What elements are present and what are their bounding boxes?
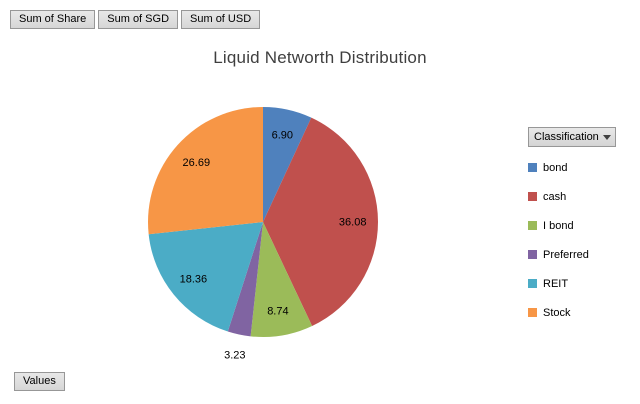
data-label-bond: 6.90 [272, 129, 293, 141]
pie-chart: 6.90 36.08 8.74 3.23 18.36 26.69 [123, 92, 403, 392]
classification-dropdown-label: Classification [534, 131, 599, 143]
legend-swatch-icon [528, 192, 537, 201]
pie-slice-i-bond[interactable] [250, 222, 313, 338]
legend-item-cash: cash [528, 190, 628, 203]
pivot-field-buttons: Sum of Share Sum of SGD Sum of USD [10, 10, 261, 29]
legend-swatch-icon [528, 308, 537, 317]
data-label-stock: 26.69 [183, 157, 211, 169]
legend-item-stock: Stock [528, 306, 628, 319]
legend-item-i-bond: I bond [528, 219, 628, 232]
legend-label: I bond [543, 219, 574, 232]
legend-swatch-icon [528, 279, 537, 288]
pie-slice-stock[interactable] [148, 107, 263, 235]
data-label-i-bond: 8.74 [267, 306, 288, 318]
pie-slice-bond[interactable] [263, 107, 312, 222]
data-label-cash: 36.08 [339, 217, 367, 229]
legend-item-reit: REIT [528, 277, 628, 290]
field-button-sum-of-usd[interactable]: Sum of USD [181, 10, 261, 29]
legend-label: Preferred [543, 248, 589, 261]
legend-label: cash [543, 190, 567, 203]
classification-dropdown-button[interactable]: Classification [528, 127, 616, 147]
values-field-button[interactable]: Values [14, 372, 65, 391]
data-label-reit: 18.36 [180, 274, 208, 286]
legend: Classification bond cash I bond Preferred RE… [528, 127, 628, 336]
legend-items: bond cash I bond Preferred REIT Stock [528, 161, 628, 319]
legend-swatch-icon [528, 250, 537, 259]
values-button-wrap: Values [14, 371, 65, 391]
data-label-preferred: 3.23 [224, 350, 245, 362]
legend-label: bond [543, 161, 568, 174]
legend-item-preferred: Preferred [528, 248, 628, 261]
legend-swatch-icon [528, 163, 537, 172]
pie-svg: 6.90 36.08 8.74 3.23 18.36 26.69 [148, 107, 378, 362]
legend-item-bond: bond [528, 161, 628, 174]
pie-slice-cash[interactable] [263, 117, 378, 326]
dropdown-arrow-icon [602, 134, 611, 140]
pie-slice-reit[interactable] [148, 222, 263, 332]
field-button-sum-of-sgd[interactable]: Sum of SGD [98, 10, 179, 29]
legend-label: Stock [543, 306, 571, 319]
legend-swatch-icon [528, 221, 537, 230]
pie-slice-preferred[interactable] [227, 222, 263, 337]
field-button-sum-of-share[interactable]: Sum of Share [10, 10, 96, 29]
chart-title: Liquid Networth Distribution [213, 48, 427, 67]
legend-label: REIT [543, 277, 569, 290]
